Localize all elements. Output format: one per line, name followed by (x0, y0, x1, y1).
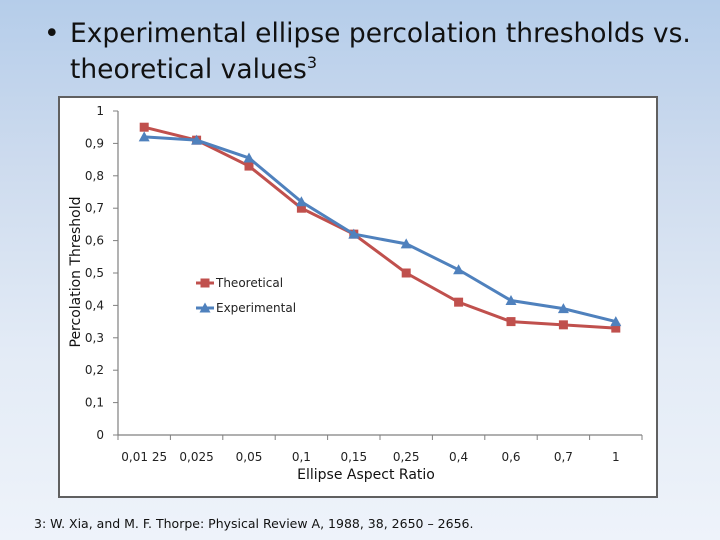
experimental-data-point (295, 196, 307, 207)
x-tick-label: 0,25 (393, 450, 420, 464)
y-tick-label: 0,4 (85, 298, 104, 312)
theoretical-series-line (143, 125, 616, 330)
x-tick-label: 0,01 25 (121, 450, 167, 464)
title-text-block: Experimental ellipse percolation thresho… (44, 16, 704, 88)
x-tick-label: 1 (612, 450, 620, 464)
theoretical-legend-marker (200, 278, 210, 288)
experimental-data-point (400, 238, 412, 249)
title-text: Experimental ellipse percolation thresho… (70, 18, 691, 85)
theoretical-legend-label: Theoretical (215, 276, 283, 290)
y-axis-title: Percolation Threshold (68, 197, 84, 348)
experimental-data-point (505, 295, 517, 306)
x-tick-label: 0,7 (554, 450, 573, 464)
theoretical-data-point (244, 161, 254, 171)
experimental-series-line (144, 135, 617, 324)
experimental-data-point (191, 134, 203, 145)
theoretical-data-point (611, 323, 621, 333)
x-axis-title: Ellipse Aspect Ratio (297, 467, 435, 483)
y-tick-label: 0,9 (85, 136, 104, 150)
theoretical-data-point (296, 203, 306, 213)
theoretical-data-point (139, 122, 149, 132)
theoretical-data-point (454, 297, 464, 307)
title-bullet: • (44, 18, 60, 49)
y-tick-label: 1 (96, 104, 104, 118)
chart-series (138, 122, 622, 333)
experimental-data-point (610, 316, 622, 327)
y-tick-label: 0,7 (85, 201, 104, 215)
x-tick-label: 0,4 (449, 450, 468, 464)
experimental-data-point (557, 303, 569, 314)
x-tick-label: 0,1 (292, 450, 311, 464)
y-tick-label: 0,3 (85, 331, 104, 345)
slide-title: • Experimental ellipse percolation thres… (44, 16, 704, 88)
chart-legend: Theoretical Experimental (196, 276, 296, 315)
x-tick-label: 0,025 (179, 450, 213, 464)
chart-ticks: 0 0,1 0,2 0,3 0,4 0,5 0,6 0,7 0,8 0,9 1 0,01 25 0,02… (85, 104, 643, 464)
experimental-legend-marker (199, 302, 211, 313)
experimental-data-point (243, 152, 255, 163)
theoretical-data-point (401, 268, 411, 278)
theoretical-data-point (558, 320, 568, 330)
x-tick-label: 0,6 (501, 450, 520, 464)
x-tick-label: 0,05 (236, 450, 263, 464)
x-tick-label: 0,15 (340, 450, 367, 464)
y-tick-label: 0,5 (85, 266, 104, 280)
experimental-data-point (138, 131, 150, 142)
title-superscript: 3 (306, 53, 318, 73)
theoretical-data-point (506, 317, 516, 327)
y-tick-label: 0,2 (85, 363, 104, 377)
experimental-data-point (453, 264, 465, 275)
y-tick-label: 0,6 (85, 234, 104, 248)
y-tick-label: 0 (96, 428, 104, 442)
experimental-legend-label: Experimental (216, 301, 296, 315)
citation-reference: 3: W. Xia, and M. F. Thorpe: Physical Re… (34, 516, 474, 531)
y-tick-label: 0,1 (85, 396, 104, 410)
chart-frame (58, 96, 658, 498)
y-tick-label: 0,8 (85, 169, 104, 183)
chart-axes (117, 111, 642, 436)
experimental-data-point (348, 228, 360, 239)
